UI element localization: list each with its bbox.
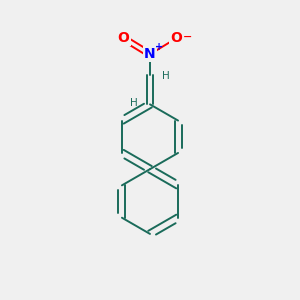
Text: O: O bbox=[118, 31, 129, 45]
Text: H: H bbox=[162, 71, 170, 81]
Text: H: H bbox=[130, 98, 138, 108]
Text: O: O bbox=[171, 31, 182, 45]
Text: +: + bbox=[155, 42, 164, 52]
Text: −: − bbox=[183, 32, 192, 42]
Text: N: N bbox=[144, 47, 156, 61]
